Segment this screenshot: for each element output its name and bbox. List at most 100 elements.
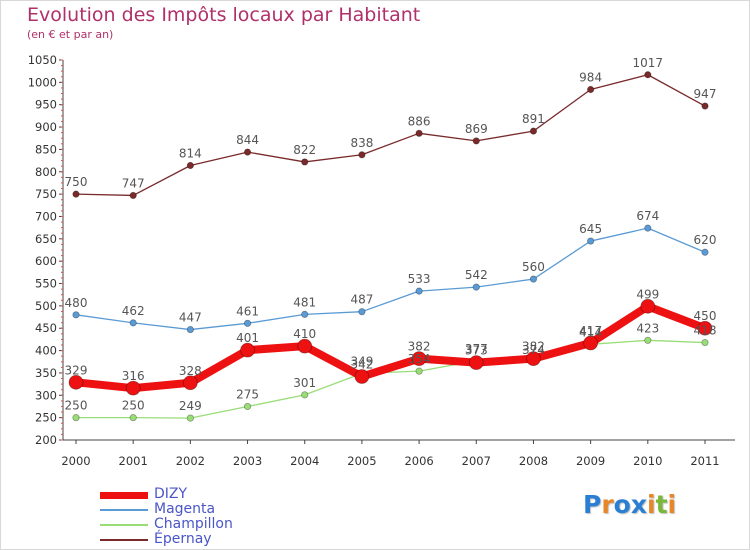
data-point xyxy=(526,351,541,367)
data-label: 401 xyxy=(236,331,259,345)
data-point xyxy=(472,137,480,145)
data-label: 481 xyxy=(293,295,316,309)
x-tick-label: 2005 xyxy=(347,454,376,468)
data-label: 891 xyxy=(522,112,545,126)
data-label: 533 xyxy=(408,272,431,286)
data-point xyxy=(68,374,84,390)
data-label: 374 xyxy=(522,343,545,357)
data-point xyxy=(129,191,137,200)
y-tick-label: 550 xyxy=(35,277,57,291)
data-label: 417 xyxy=(579,324,602,338)
data-point xyxy=(354,369,370,384)
data-point xyxy=(243,319,252,327)
legend-swatch xyxy=(100,491,148,499)
series-line-épernay xyxy=(75,74,706,197)
series-line-magenta xyxy=(75,227,706,331)
data-point xyxy=(240,342,255,358)
data-point xyxy=(72,311,80,319)
data-label: 461 xyxy=(236,304,259,318)
data-label: 250 xyxy=(65,399,88,413)
data-label: 382 xyxy=(522,340,545,354)
legend-label: Champillon xyxy=(154,516,233,532)
data-point xyxy=(415,129,423,137)
x-tick-label: 2004 xyxy=(290,454,319,468)
data-point xyxy=(182,375,198,391)
data-label: 410 xyxy=(293,327,316,341)
data-point xyxy=(129,414,137,422)
x-tick-label: 2003 xyxy=(233,454,262,468)
data-label: 301 xyxy=(293,376,316,390)
proxiti-logo: Proxiti xyxy=(583,490,677,519)
data-label: 382 xyxy=(408,340,431,354)
legend-label: Magenta xyxy=(154,501,216,517)
data-label: 250 xyxy=(122,399,145,413)
data-label: 560 xyxy=(522,260,545,274)
data-label: 947 xyxy=(694,87,717,101)
data-point xyxy=(701,248,709,256)
data-label: 329 xyxy=(65,363,88,377)
data-label: 450 xyxy=(694,309,717,323)
data-point xyxy=(301,158,309,166)
x-tick-label: 2011 xyxy=(690,454,719,468)
data-label: 886 xyxy=(408,114,431,128)
y-tick-label: 250 xyxy=(35,411,57,425)
legend-item-épernay: Épernay xyxy=(100,531,280,547)
series-line-dizy xyxy=(72,302,709,393)
y-tick-label: 800 xyxy=(35,165,57,179)
data-label: 747 xyxy=(122,176,145,190)
legend-item-champillon: Champillon xyxy=(100,516,280,532)
data-label: 814 xyxy=(179,147,202,161)
x-tick-label: 2000 xyxy=(61,454,90,468)
data-point xyxy=(644,71,652,79)
data-label: 1017 xyxy=(633,56,664,70)
data-label: 620 xyxy=(694,233,717,247)
data-point xyxy=(529,127,538,135)
data-label: 462 xyxy=(122,304,145,318)
data-point xyxy=(358,308,366,316)
data-label: 249 xyxy=(179,399,202,413)
x-tick-label: 2007 xyxy=(462,454,491,468)
data-label: 423 xyxy=(636,321,659,335)
data-point xyxy=(415,287,423,295)
data-label: 349 xyxy=(350,354,373,368)
data-label: 750 xyxy=(65,175,88,189)
legend: DIZY Magenta Champillon Épernay xyxy=(100,486,280,547)
data-point xyxy=(583,335,599,351)
data-label: 373 xyxy=(465,344,488,358)
y-tick-label: 450 xyxy=(35,321,57,335)
data-point xyxy=(587,237,595,245)
data-point xyxy=(472,283,480,291)
y-tick-label: 600 xyxy=(35,254,57,268)
data-label: 377 xyxy=(465,342,488,356)
data-point xyxy=(72,414,80,422)
data-label: 838 xyxy=(350,136,373,150)
data-point xyxy=(468,355,484,371)
data-point xyxy=(358,151,366,159)
data-point xyxy=(529,275,538,283)
data-point xyxy=(697,320,713,336)
y-tick-label: 350 xyxy=(35,366,57,380)
data-label: 414 xyxy=(579,325,602,339)
x-tick-label: 2006 xyxy=(404,454,433,468)
x-tick-label: 2001 xyxy=(119,454,148,468)
data-label: 542 xyxy=(465,268,488,282)
data-label: 645 xyxy=(579,222,602,236)
y-tick-label: 1000 xyxy=(28,75,57,89)
y-tick-label: 200 xyxy=(35,433,57,447)
data-point xyxy=(301,310,309,318)
y-tick-label: 750 xyxy=(35,187,57,201)
x-tick-label: 2002 xyxy=(176,454,205,468)
data-label: 869 xyxy=(465,122,488,136)
y-tick-label: 850 xyxy=(35,142,57,156)
data-label: 674 xyxy=(636,209,659,223)
data-point xyxy=(186,414,194,422)
data-point xyxy=(186,325,194,334)
data-point xyxy=(644,336,652,344)
data-label: 487 xyxy=(350,293,373,307)
data-point xyxy=(587,85,595,94)
data-point xyxy=(301,391,309,399)
data-point xyxy=(297,338,313,354)
legend-label: DIZY xyxy=(154,486,188,502)
legend-item-dizy: DIZY xyxy=(100,486,280,502)
